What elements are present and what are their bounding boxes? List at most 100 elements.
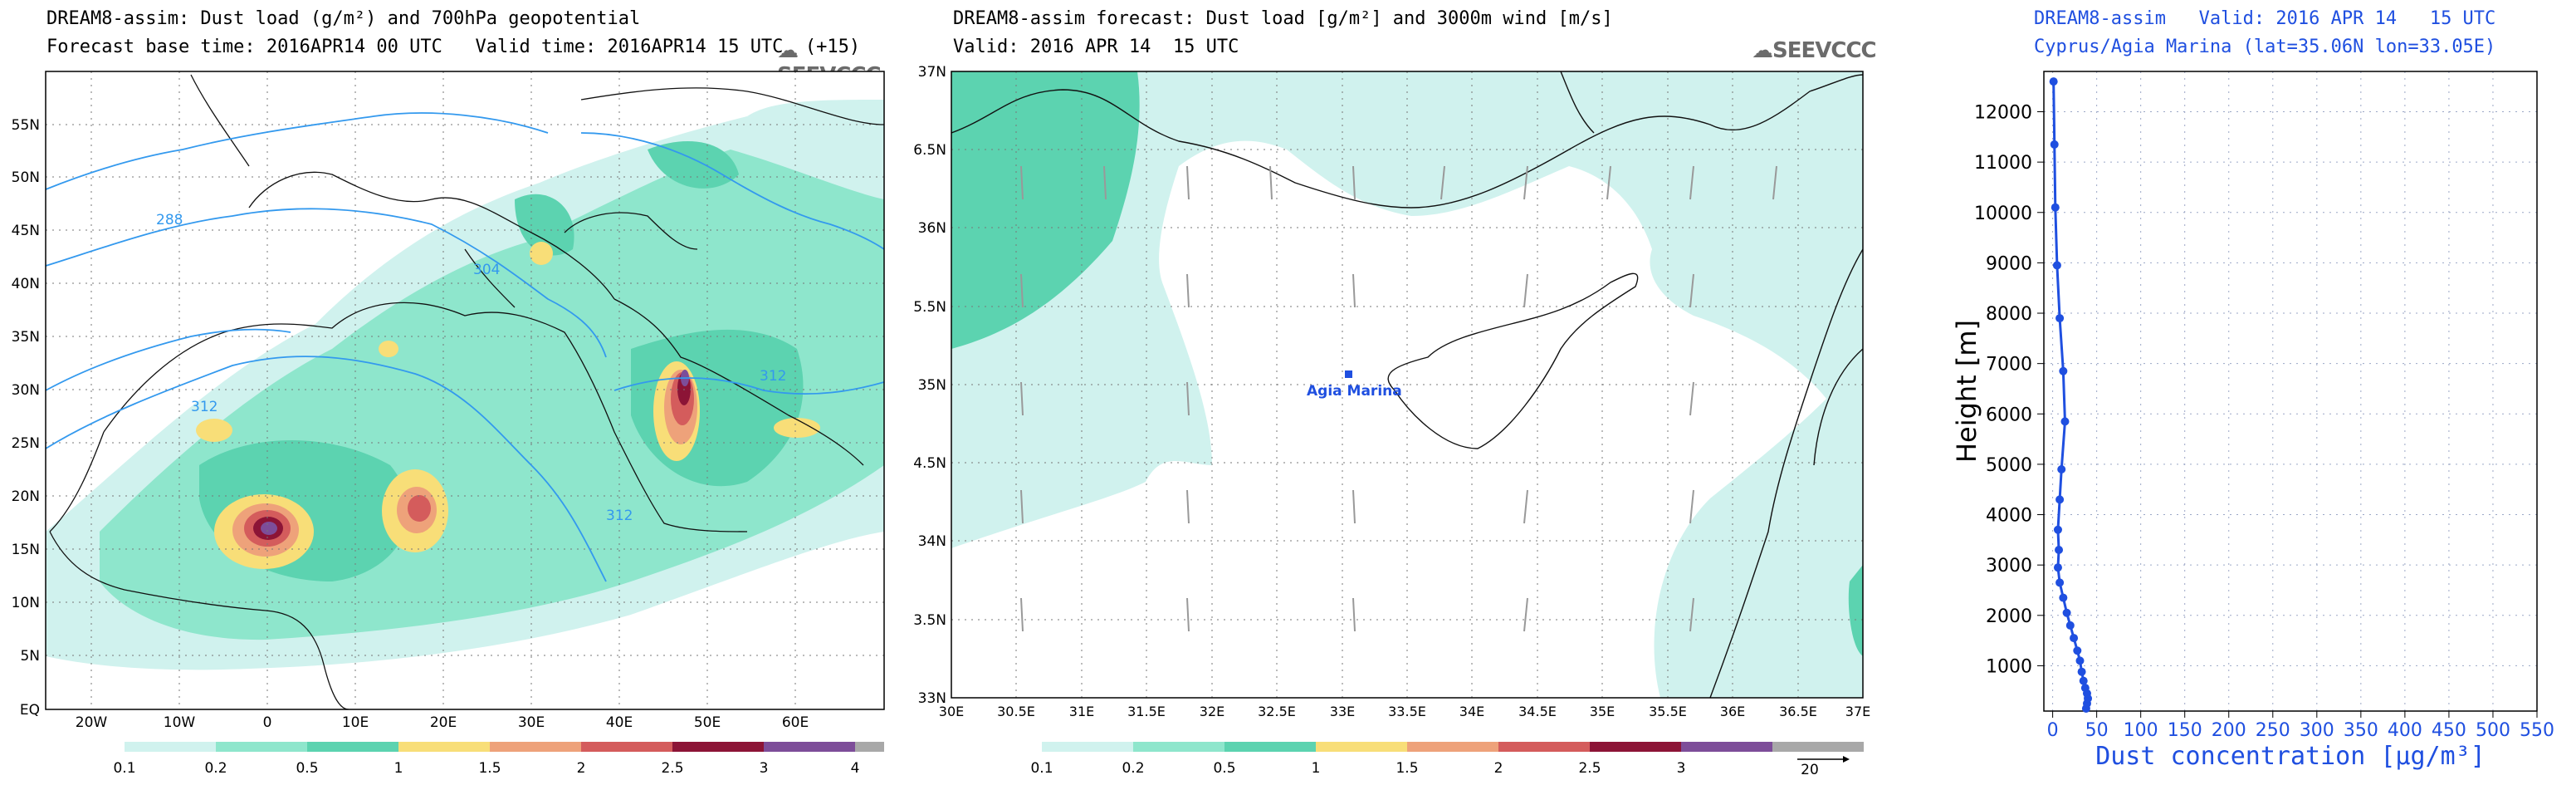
profile-data-point xyxy=(2050,140,2059,149)
dust-profile-line xyxy=(2052,81,2090,709)
colorbar-swatch xyxy=(1316,742,1407,752)
lat-label: 37N xyxy=(918,64,946,81)
wind-arrow xyxy=(1103,165,1107,200)
contour-labels: 288 304 312 312 312 xyxy=(156,212,786,524)
lat-label: 30N xyxy=(12,382,40,399)
profile-data-point xyxy=(2055,578,2065,587)
lat-label: EQ xyxy=(20,702,40,719)
wind-arrow xyxy=(1606,165,1611,200)
profile-data-point xyxy=(2062,608,2071,617)
colorbar-label: 0.2 xyxy=(204,760,227,777)
profile-data-point xyxy=(2053,563,2062,572)
colorbar-swatch xyxy=(1681,742,1772,752)
lon-label: 30E xyxy=(939,704,964,719)
colorbar-label: 2.5 xyxy=(661,760,683,777)
colorbar-label: 0.5 xyxy=(1213,760,1235,777)
wind-arrow xyxy=(1020,597,1024,632)
profile-x-tick-label: 250 xyxy=(2256,720,2290,741)
colorbar-swatch xyxy=(1133,742,1224,752)
lat-label: 15N xyxy=(12,542,40,558)
wind-arrow xyxy=(1269,165,1273,200)
wind-arrow xyxy=(1523,165,1528,200)
wind-arrow xyxy=(1186,381,1190,416)
contour-label: 312 xyxy=(606,508,633,524)
colorbar-swatch xyxy=(216,742,307,752)
map-gridlines xyxy=(951,71,1863,698)
profile-y-axis-label: Height [m] xyxy=(1951,320,1982,463)
profile-data-point xyxy=(2060,417,2070,426)
wind-arrow xyxy=(1186,597,1190,632)
lon-label: 40E xyxy=(606,714,633,731)
wind-arrow xyxy=(1440,165,1445,200)
wind-arrow xyxy=(1523,489,1528,524)
lat-label: 34.5N xyxy=(913,455,946,472)
colorbar-label: 1.5 xyxy=(478,760,501,777)
profile-data-point xyxy=(2051,203,2060,212)
lat-label: 36N xyxy=(918,220,946,237)
colorbar-swatch xyxy=(1042,742,1133,752)
colorbar-label: 2 xyxy=(1494,760,1503,777)
colorbar-swatch xyxy=(125,742,216,752)
lat-label: 20N xyxy=(12,488,40,505)
profile-y-tick-label: 8000 xyxy=(1986,304,2032,325)
colorbar-swatch xyxy=(1498,742,1590,752)
wind-arrow xyxy=(1352,597,1356,632)
lat-label: 35N xyxy=(918,377,946,394)
profile-y-ticks: 1000 2000 3000 4000 5000 6000 7000 8000 9000 1000… xyxy=(1974,103,2044,677)
dust-profile-chart: 0 50 100 150 200 250 300 350 400 450 500 550 1000 20… xyxy=(1951,71,2554,771)
colorbar-swatch xyxy=(398,742,490,752)
lon-label: 36E xyxy=(1720,704,1745,719)
lon-label: 20W xyxy=(76,714,108,731)
wind-arrow xyxy=(1020,273,1024,308)
profile-x-tick-label: 450 xyxy=(2432,720,2466,741)
colorbar-label: 1 xyxy=(1312,760,1321,777)
colorbar-swatch xyxy=(764,742,855,752)
lat-label: 50N xyxy=(12,169,40,186)
lat-label: 45N xyxy=(12,223,40,239)
lat-label: 34N xyxy=(918,533,946,550)
map-subtitle: Forecast base time: 2016APR14 00 UTC Val… xyxy=(46,37,861,57)
profile-x-tick-label: 500 xyxy=(2476,720,2510,741)
profile-y-tick-label: 5000 xyxy=(1986,455,2032,476)
contour-label: 288 xyxy=(156,212,183,228)
profile-y-tick-label: 4000 xyxy=(1986,506,2032,527)
lon-label: 33E xyxy=(1330,704,1355,719)
profile-x-axis-label: Dust concentration [µg/m³] xyxy=(2095,742,2486,771)
wind-arrow xyxy=(1020,381,1024,416)
wind-arrow xyxy=(1689,381,1694,416)
profile-x-tick-label: 550 xyxy=(2520,720,2554,741)
lon-label: 10E xyxy=(342,714,369,731)
profile-y-tick-label: 3000 xyxy=(1986,556,2032,576)
lon-label: 30.5E xyxy=(997,704,1035,719)
lon-label: 35.5E xyxy=(1649,704,1687,719)
lat-label: 40N xyxy=(12,276,40,292)
dust-fields xyxy=(951,71,1863,698)
wind-arrow xyxy=(1689,165,1694,200)
contour-label: 304 xyxy=(473,262,500,278)
wind-arrow xyxy=(1352,165,1356,200)
lon-label: 35E xyxy=(1590,704,1615,719)
profile-data-point xyxy=(2077,667,2086,676)
colorbar-label: 3 xyxy=(760,760,769,777)
lat-label: 25N xyxy=(12,435,40,452)
profile-data-point xyxy=(2049,77,2058,86)
coastlines xyxy=(951,71,1863,698)
cyprus-dust-map-panel: DREAM8-assim forecast: Dust load [g/m²] … xyxy=(913,0,1893,785)
profile-data-point xyxy=(2065,621,2075,630)
lat-label: 55N xyxy=(12,117,40,134)
lon-axis-labels: 20W 10W 0 10E 20E 30E 40E 50E 60E xyxy=(76,714,809,731)
profile-data-point xyxy=(2055,495,2065,504)
colorbar-label: 0.1 xyxy=(1030,760,1053,777)
colorbar-swatch xyxy=(1224,742,1316,752)
wind-arrow xyxy=(1689,597,1694,632)
profile-data-point xyxy=(2070,634,2079,643)
wind-arrow xyxy=(1186,489,1190,524)
map-gridlines xyxy=(46,71,884,709)
lon-label: 0 xyxy=(263,714,272,731)
wind-arrow xyxy=(1689,489,1694,524)
dust-fields xyxy=(46,100,884,670)
profile-plot-frame xyxy=(2043,71,2538,712)
profile-y-tick-label: 1000 xyxy=(1986,656,2032,677)
station-marker xyxy=(1345,370,1352,378)
colorbar-label: 2 xyxy=(577,760,586,777)
